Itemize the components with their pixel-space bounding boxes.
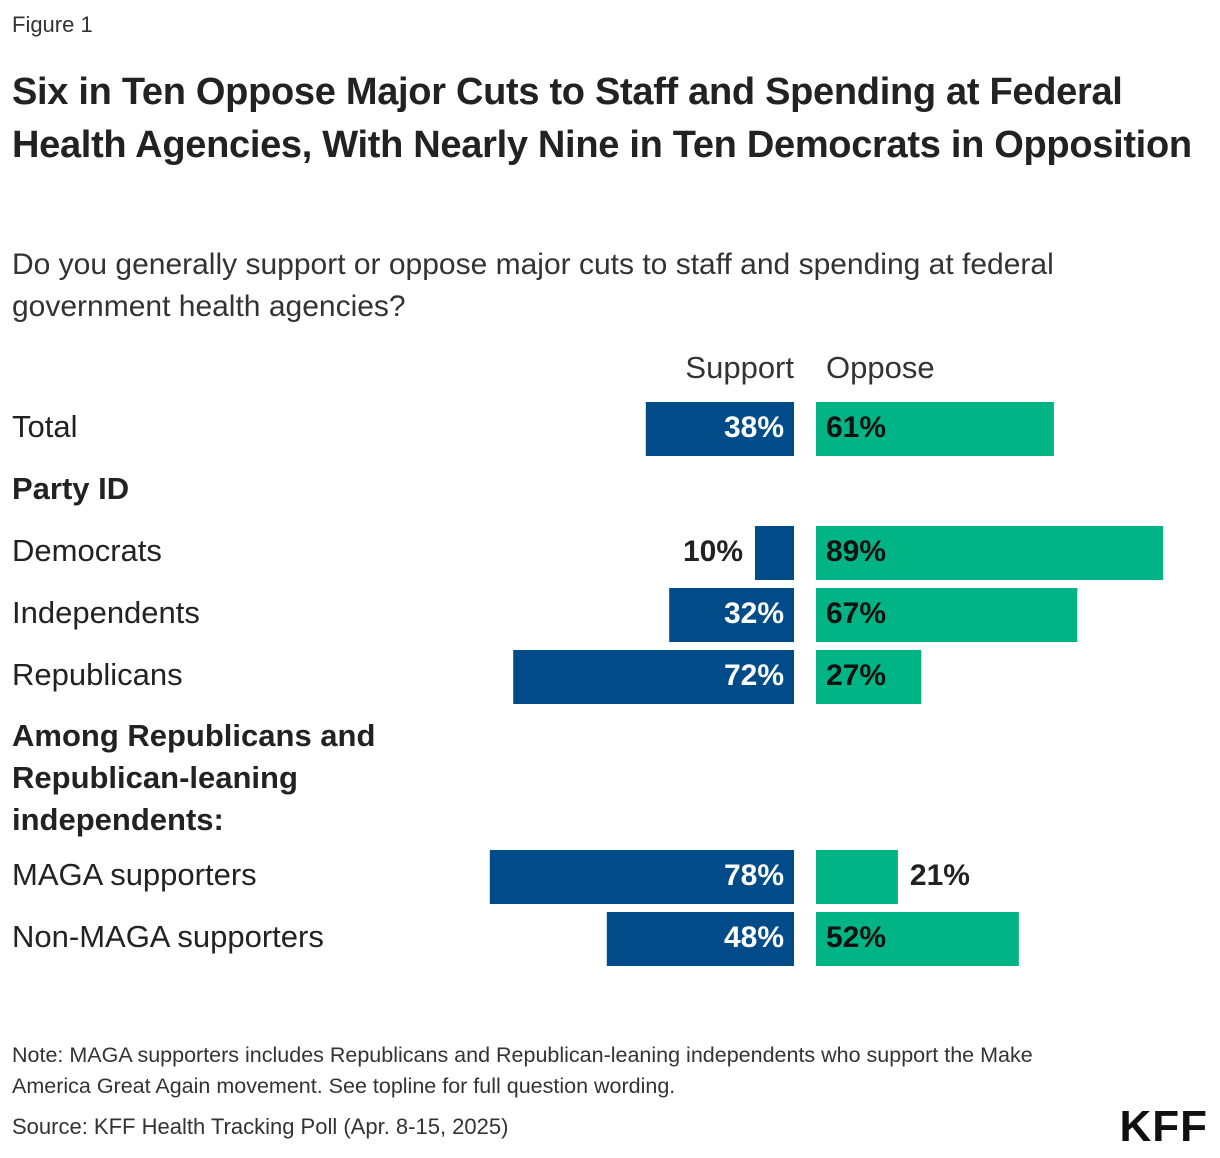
bar-support	[606, 912, 794, 966]
kff-logo: KFF	[1119, 1102, 1208, 1151]
bar-support	[645, 402, 794, 456]
chart-source: Source: KFF Health Tracking Poll (Apr. 8…	[12, 1114, 509, 1139]
row-label: MAGA supporters	[12, 857, 257, 892]
bar-oppose	[816, 526, 1164, 580]
row-label: Republicans	[12, 657, 183, 692]
bar-support	[489, 850, 794, 904]
figure-label: Figure 1	[12, 12, 93, 37]
chart-subtitle: Do you generally support or oppose major…	[12, 248, 1054, 323]
row-label: Independents	[12, 595, 200, 630]
data-label-support: 38%	[724, 411, 784, 444]
bar-oppose	[816, 402, 1054, 456]
row-label: Democrats	[12, 533, 162, 568]
row-label: Non-MAGA supporters	[12, 919, 324, 954]
bar-oppose	[816, 850, 898, 904]
data-label-oppose: 61%	[826, 411, 886, 444]
bar-support	[669, 588, 794, 642]
data-label-oppose: 21%	[910, 859, 970, 892]
bar-oppose	[816, 912, 1019, 966]
data-label-oppose: 52%	[826, 921, 886, 954]
row-heading: Party ID	[12, 471, 129, 506]
bar-oppose	[816, 650, 922, 704]
data-label-support: 78%	[724, 859, 784, 892]
data-label-oppose: 27%	[826, 659, 886, 692]
row-label: Total	[12, 409, 77, 444]
diverging-bar-chart: Support Oppose Total 38% 61% Party ID Democrat…	[12, 350, 1164, 966]
data-label-support: 10%	[683, 535, 743, 568]
bar-oppose	[816, 588, 1078, 642]
data-label-support: 48%	[724, 921, 784, 954]
data-label-oppose: 67%	[826, 597, 886, 630]
data-label-oppose: 89%	[826, 535, 886, 568]
legend-support: Support	[685, 350, 794, 385]
data-label-support: 32%	[724, 597, 784, 630]
row-heading: Among Republicans and Republican-leaning i…	[12, 718, 375, 837]
data-label-support: 72%	[724, 659, 784, 692]
chart-title: Six in Ten Oppose Major Cuts to Staff an…	[12, 71, 1192, 166]
legend-oppose: Oppose	[826, 350, 935, 385]
bar-support	[755, 526, 794, 580]
bar-support	[513, 650, 794, 704]
chart-note: Note: MAGA supporters includes Republica…	[12, 1043, 1033, 1098]
